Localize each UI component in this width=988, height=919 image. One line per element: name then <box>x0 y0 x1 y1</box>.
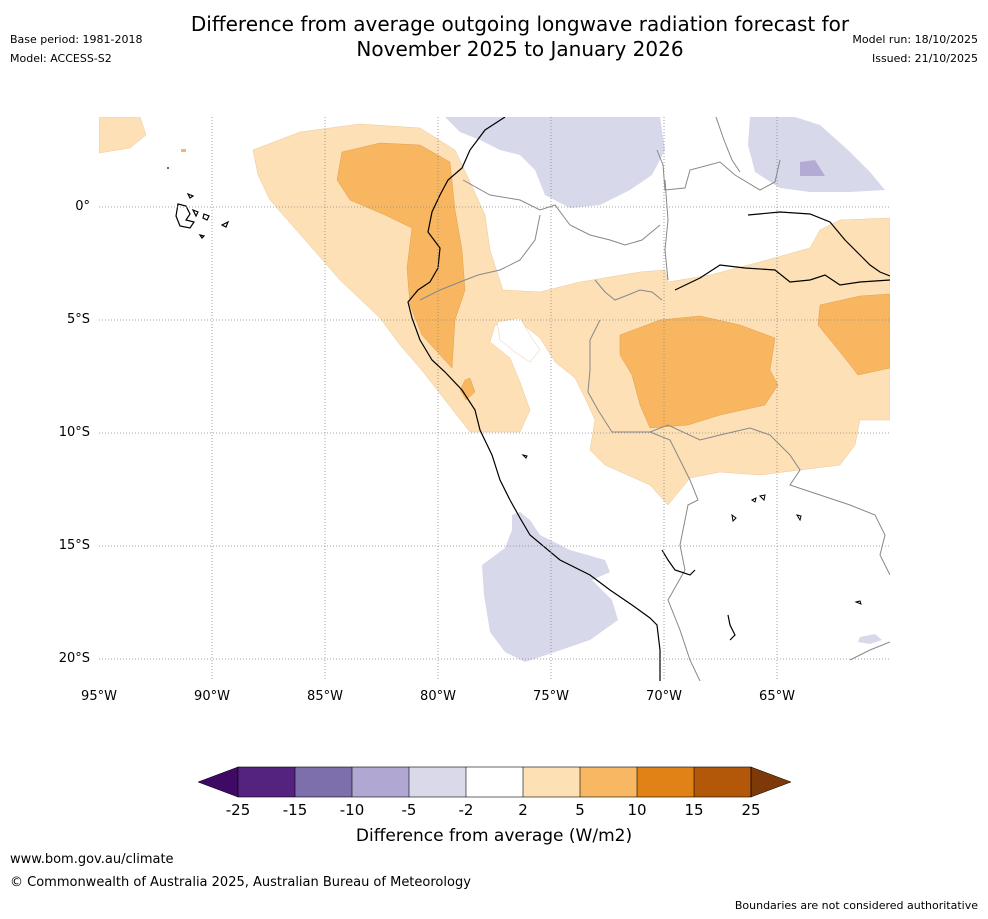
lat-label: 0° <box>75 199 90 214</box>
colorbar <box>197 766 792 798</box>
lon-label: 70°W <box>646 689 682 704</box>
anomaly-negative-light-region <box>445 117 665 208</box>
map-plot-area <box>99 117 890 681</box>
model-run: Model run: 18/10/2025 <box>852 33 978 46</box>
chart-title-line2: November 2025 to January 2026 <box>356 37 684 61</box>
model-name: Model: ACCESS-S2 <box>10 52 112 65</box>
colorbar-segment <box>295 767 352 797</box>
colorbar-segment <box>409 767 466 797</box>
colorbar-segment <box>466 767 523 797</box>
lon-label: 75°W <box>533 689 569 704</box>
issued-date: Issued: 21/10/2025 <box>871 52 978 65</box>
lon-label: 90°W <box>194 689 230 704</box>
anomaly-positive-mid-region <box>619 315 779 429</box>
colorbar-segment <box>238 767 295 797</box>
colorbar-segment <box>694 767 751 797</box>
website-link[interactable]: www.bom.gov.au/climate <box>10 852 174 867</box>
colorbar-segment <box>523 767 580 797</box>
colorbar-tick-label: -15 <box>282 801 308 819</box>
anomaly-negative-light-region <box>482 512 618 662</box>
lon-label: 80°W <box>420 689 456 704</box>
colorbar-segment <box>637 767 694 797</box>
coastlines <box>407 117 890 681</box>
colorbar-tick-label: 5 <box>575 801 585 819</box>
anomaly-negative-light-region <box>748 117 885 192</box>
lat-label: 5°S <box>66 312 90 327</box>
lon-label: 95°W <box>81 689 117 704</box>
lat-label: 15°S <box>58 538 90 553</box>
colorbar-segment <box>197 766 239 798</box>
colorbar-tick-label: 25 <box>741 801 761 819</box>
lon-label: 85°W <box>307 689 343 704</box>
anomaly-negative-mid-region <box>800 160 825 176</box>
galapagos-islands <box>167 167 230 239</box>
colorbar-tick-label: -5 <box>401 801 417 819</box>
colorbar-tick-label: 10 <box>627 801 647 819</box>
colorbar-segment <box>750 766 792 798</box>
colorbar-tick-label: 15 <box>684 801 704 819</box>
colorbar-tick-label: 2 <box>518 801 528 819</box>
anomaly-neutral-region <box>496 317 541 363</box>
chart-title: Difference from average outgoing longwav… <box>0 12 988 62</box>
anomaly-positive-mid-region <box>336 142 466 369</box>
anomaly-negative-light-region <box>858 634 882 644</box>
colorbar-tick-label: -10 <box>339 801 365 819</box>
lon-label: 65°W <box>759 689 795 704</box>
colorbar-segment <box>352 767 409 797</box>
gridlines <box>99 117 890 681</box>
colorbar-title: Difference from average (W/m2) <box>355 826 633 846</box>
base-period: Base period: 1981-2018 <box>10 33 143 46</box>
anomaly-positive-mid-region <box>817 293 890 376</box>
lat-label: 20°S <box>58 651 90 666</box>
country-borders <box>419 117 890 681</box>
anomaly-positive-light-region <box>99 117 147 154</box>
lat-label: 10°S <box>58 425 90 440</box>
anomaly-positive-mid-region <box>181 149 186 152</box>
colorbar-tick-label: -2 <box>458 801 474 819</box>
colorbar-tick-label: -25 <box>225 801 251 819</box>
copyright-notice: © Commonwealth of Australia 2025, Austra… <box>10 875 471 890</box>
boundary-disclaimer: Boundaries are not considered authoritat… <box>734 899 978 912</box>
colorbar-segment <box>580 767 637 797</box>
chart-title-line1: Difference from average outgoing longwav… <box>190 12 850 36</box>
small-lakes <box>521 454 862 605</box>
